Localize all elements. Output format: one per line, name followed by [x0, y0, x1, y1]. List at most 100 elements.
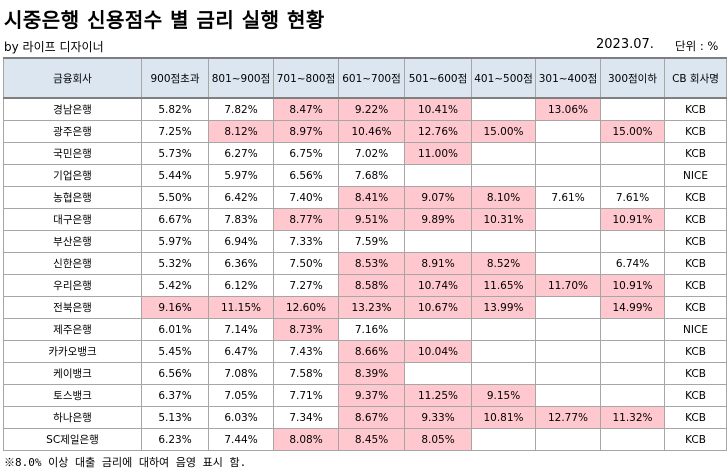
rate-cell: 6.75%	[273, 142, 339, 165]
bank-name-cell: 전북은행	[3, 296, 142, 319]
rate-cell: 7.40%	[273, 186, 339, 209]
rate-cell: 8.45%	[338, 428, 405, 451]
bank-name-cell: 카카오뱅크	[3, 340, 142, 363]
rate-cell: 8.12%	[208, 120, 274, 143]
rate-cell	[600, 318, 665, 341]
rate-cell: 5.82%	[141, 97, 209, 121]
rate-cell: 9.15%	[471, 384, 536, 407]
bank-name-cell: SC제일은행	[3, 428, 142, 451]
rate-cell: 7.61%	[535, 186, 601, 209]
rate-cell: 10.31%	[471, 208, 536, 231]
rate-cell: 9.37%	[338, 384, 405, 407]
rate-cell: 10.67%	[404, 296, 472, 319]
rate-cell: 7.05%	[208, 384, 274, 407]
rate-cell: 8.10%	[471, 186, 536, 209]
rate-cell: 6.12%	[208, 274, 274, 297]
rate-cell: 7.82%	[208, 97, 274, 121]
rate-cell: 7.25%	[141, 120, 209, 143]
bank-name-cell: 부산은행	[3, 230, 142, 253]
rate-cell: 7.14%	[208, 318, 274, 341]
table-row: 대구은행 6.67% 7.83% 8.77% 9.51% 9.89% 10.31% 10.91…	[3, 208, 727, 231]
rate-cell: 5.73%	[141, 142, 209, 165]
rate-cell: 13.99%	[471, 296, 536, 319]
rate-cell: 9.89%	[404, 208, 472, 231]
rate-cell: 11.00%	[404, 142, 472, 165]
rate-cell	[535, 296, 601, 319]
col-header-401-500: 401~500점	[471, 57, 536, 99]
table-row: 기업은행 5.44% 5.97% 6.56% 7.68% NICE	[3, 164, 727, 187]
rate-cell: 8.05%	[404, 428, 472, 451]
rate-cell: 11.70%	[535, 274, 601, 297]
rate-cell	[471, 428, 536, 451]
rate-cell: 12.60%	[273, 296, 339, 319]
bank-name-cell: 기업은행	[3, 164, 142, 187]
rate-cell: 11.32%	[600, 406, 665, 429]
rate-cell: 13.23%	[338, 296, 405, 319]
rate-cell: 10.46%	[338, 120, 405, 143]
table-row: 케이뱅크 6.56% 7.08% 7.58% 8.39% KCB	[3, 362, 727, 385]
rate-cell: 10.91%	[600, 208, 665, 231]
cb-company-cell: NICE	[664, 164, 727, 187]
rate-cell: 6.37%	[141, 384, 209, 407]
rate-cell: 6.56%	[273, 164, 339, 187]
rate-cell: 8.39%	[338, 362, 405, 385]
bank-name-cell: 하나은행	[3, 406, 142, 429]
rate-cell	[600, 340, 665, 363]
rate-cell	[535, 164, 601, 187]
rate-cell: 10.91%	[600, 274, 665, 297]
cb-company-cell: KCB	[664, 428, 727, 451]
rate-cell: 6.42%	[208, 186, 274, 209]
rate-cell: 9.16%	[141, 296, 209, 319]
rate-cell: 8.08%	[273, 428, 339, 451]
rate-cell: 5.13%	[141, 406, 209, 429]
rate-cell: 7.02%	[338, 142, 405, 165]
rate-cell: 13.06%	[535, 97, 601, 121]
cb-company-cell: KCB	[664, 142, 727, 165]
byline: by 라이프 디자이너	[4, 40, 104, 54]
unit-label: 단위 : %	[675, 39, 719, 53]
cb-company-cell: NICE	[664, 318, 727, 341]
rate-cell	[535, 384, 601, 407]
rate-cell: 8.73%	[273, 318, 339, 341]
table-row: 우리은행 5.42% 6.12% 7.27% 8.58% 10.74% 11.65% 11.7…	[3, 274, 727, 297]
col-header-501-600: 501~600점	[404, 57, 472, 99]
cb-company-cell: KCB	[664, 274, 727, 297]
rate-cell	[404, 230, 472, 253]
rate-cell	[535, 120, 601, 143]
rate-cell	[471, 362, 536, 385]
table-row: 전북은행 9.16% 11.15% 12.60% 13.23% 10.67% 13.99% 1…	[3, 296, 727, 319]
col-header-cb-company: CB 회사명	[664, 57, 727, 99]
cb-company-cell: KCB	[664, 340, 727, 363]
rate-cell: 11.15%	[208, 296, 274, 319]
rate-cell: 12.77%	[535, 406, 601, 429]
rate-table: 금융회사 900점초과 801~900점 701~800점 601~700점 5…	[3, 57, 727, 451]
cb-company-cell: KCB	[664, 406, 727, 429]
footnote: ※8.0% 이상 대출 금리에 대하여 음영 표시 함.	[4, 456, 247, 469]
rate-cell: 12.76%	[404, 120, 472, 143]
rate-cell	[404, 362, 472, 385]
rate-cell	[600, 142, 665, 165]
rate-cell: 5.97%	[141, 230, 209, 253]
rate-cell: 7.58%	[273, 362, 339, 385]
rate-cell	[535, 142, 601, 165]
rate-cell: 6.67%	[141, 208, 209, 231]
rate-cell: 8.47%	[273, 97, 339, 121]
rate-cell: 9.22%	[338, 97, 405, 121]
rate-cell: 7.34%	[273, 406, 339, 429]
rate-cell: 7.44%	[208, 428, 274, 451]
rate-cell: 7.71%	[273, 384, 339, 407]
table-body: 경남은행 5.82% 7.82% 8.47% 9.22% 10.41% 13.06% KCB 광…	[3, 97, 727, 451]
rate-cell	[404, 318, 472, 341]
rate-cell: 7.61%	[600, 186, 665, 209]
rate-cell: 15.00%	[471, 120, 536, 143]
rate-cell	[471, 164, 536, 187]
table-row: 하나은행 5.13% 6.03% 7.34% 8.67% 9.33% 10.81% 12.77…	[3, 406, 727, 429]
rate-cell: 11.25%	[404, 384, 472, 407]
rate-cell	[471, 340, 536, 363]
bank-name-cell: 케이뱅크	[3, 362, 142, 385]
rate-cell: 5.32%	[141, 252, 209, 275]
table-row: 토스뱅크 6.37% 7.05% 7.71% 9.37% 11.25% 9.15% KCB	[3, 384, 727, 407]
rate-cell: 8.58%	[338, 274, 405, 297]
rate-cell: 7.16%	[338, 318, 405, 341]
cb-company-cell: KCB	[664, 208, 727, 231]
